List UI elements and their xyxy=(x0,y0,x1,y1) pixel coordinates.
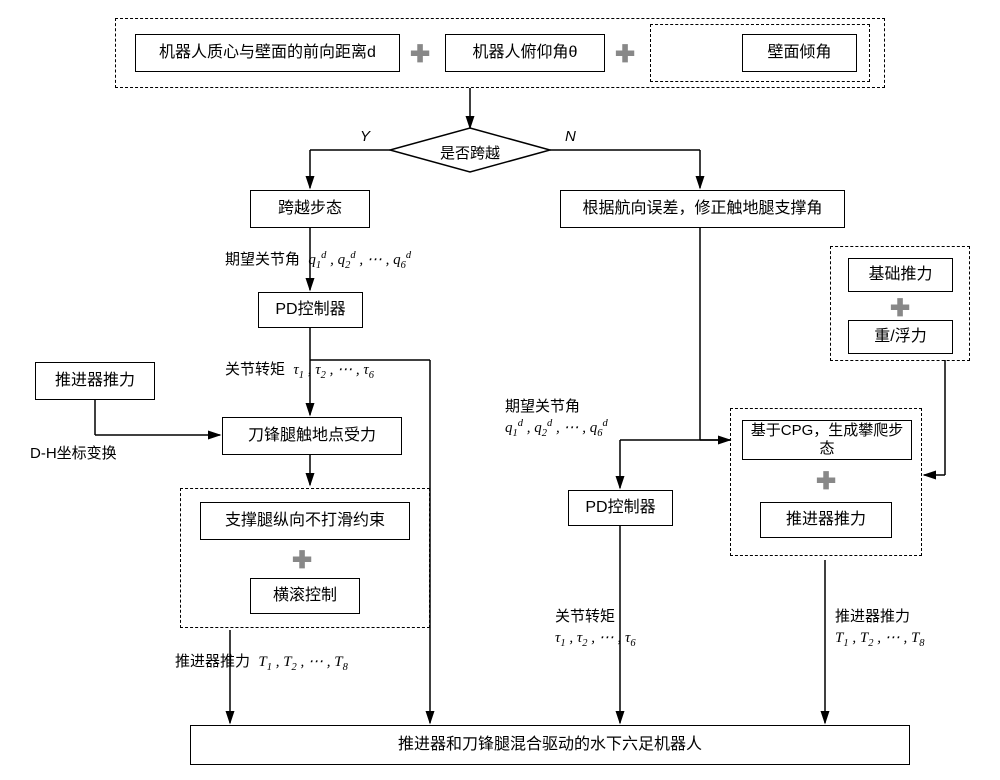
input-distance: 机器人质心与壁面的前向距离d xyxy=(135,34,400,72)
result-robot: 推进器和刀锋腿混合驱动的水下六足机器人 xyxy=(190,725,910,765)
pd-controller-left: PD控制器 xyxy=(258,292,363,328)
expected-joint-text-r: 期望关节角 xyxy=(505,398,580,415)
pd-controller-right: PD控制器 xyxy=(568,490,673,526)
dh-transform-label: D-H坐标变换 xyxy=(30,442,117,463)
plus-icon: ✚ xyxy=(615,40,635,69)
plus-icon: ✚ xyxy=(816,467,836,496)
thruster-force: 推进器推力 xyxy=(35,362,155,400)
expected-joint-text: 期望关节角 xyxy=(225,251,300,268)
no-slip-constraint: 支撑腿纵向不打滑约束 xyxy=(200,502,410,540)
blade-leg-force: 刀锋腿触地点受力 xyxy=(222,417,402,455)
plus-icon: ✚ xyxy=(890,294,910,323)
base-thrust: 基础推力 xyxy=(848,258,953,292)
roll-control: 横滚控制 xyxy=(250,578,360,614)
expected-joint-label-right: 期望关节角 xyxy=(505,395,580,416)
joint-torque-label-left: 关节转矩 τ1 , τ2 , ⋯ , τ6 xyxy=(225,358,374,381)
plus-icon: ✚ xyxy=(410,40,430,69)
joint-torque-text: 关节转矩 xyxy=(225,361,285,378)
cpg-gait: 基于CPG，生成攀爬步态 xyxy=(742,420,912,460)
input-wall-angle: 壁面倾角 xyxy=(742,34,857,72)
heading-correction: 根据航向误差，修正触地腿支撑角 xyxy=(560,190,845,228)
crossing-gait: 跨越步态 xyxy=(250,190,370,228)
thruster-T-label-left: 推进器推力 T1 , T2 , ⋯ , T8 xyxy=(175,650,348,673)
thruster-T-text-r: 推进器推力 xyxy=(835,608,910,625)
joint-torque-formula-right: τ1 , τ2 , ⋯ , τ6 xyxy=(555,628,636,649)
input-pitch: 机器人俯仰角θ xyxy=(445,34,605,72)
buoyancy: 重/浮力 xyxy=(848,320,953,354)
thruster-T-text: 推进器推力 xyxy=(175,653,250,670)
joint-torque-label-right: 关节转矩 xyxy=(555,605,615,626)
cpg-thruster: 推进器推力 xyxy=(760,502,892,538)
thruster-T-label-right: 推进器推力 xyxy=(835,605,910,626)
expected-joint-label-left: 期望关节角 q1d , q2d , ⋯ , q6d xyxy=(225,248,411,271)
expected-joint-formula-right: q1d , q2d , ⋯ , q6d xyxy=(505,418,608,439)
plus-icon: ✚ xyxy=(292,546,312,575)
thruster-T-formula: T1 , T2 , ⋯ , T8 xyxy=(258,654,348,670)
joint-torque-formula: τ1 , τ2 , ⋯ , τ6 xyxy=(293,362,374,378)
joint-torque-text-r: 关节转矩 xyxy=(555,608,615,625)
decision-yes: Y xyxy=(360,128,370,145)
decision-no: N xyxy=(565,128,576,145)
thruster-T-formula-right: T1 , T2 , ⋯ , T8 xyxy=(835,628,925,649)
expected-joint-formula: q1d , q2d , ⋯ , q6d xyxy=(308,252,411,268)
decision-label: 是否跨越 xyxy=(440,142,500,163)
